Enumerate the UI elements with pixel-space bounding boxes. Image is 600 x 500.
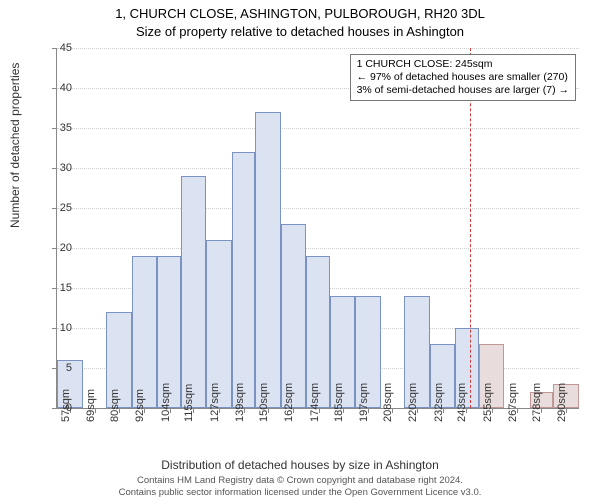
ytick-mark: [52, 288, 57, 289]
ytick-mark: [52, 408, 57, 409]
ytick-mark: [52, 208, 57, 209]
ytick-mark: [52, 88, 57, 89]
histogram-bar: [281, 224, 307, 408]
ytick-mark: [52, 48, 57, 49]
histogram-bar: [255, 112, 281, 408]
ytick-label: 10: [60, 322, 72, 334]
chart-subtitle: Size of property relative to detached ho…: [0, 23, 600, 39]
chart-title: 1, CHURCH CLOSE, ASHINGTON, PULBOROUGH, …: [0, 0, 600, 23]
ytick-mark: [52, 168, 57, 169]
ytick-label: 15: [60, 282, 72, 294]
footer-line2: Contains public sector information licen…: [0, 487, 600, 498]
ytick-label: 40: [60, 82, 72, 94]
gridline: [57, 168, 579, 169]
footer-line1: Contains HM Land Registry data © Crown c…: [0, 475, 600, 486]
gridline: [57, 208, 579, 209]
ytick-label: 5: [66, 362, 72, 374]
ytick-mark: [52, 128, 57, 129]
annotation-box: 1 CHURCH CLOSE: 245sqm← 97% of detached …: [350, 54, 576, 101]
histogram-bar: [181, 176, 207, 408]
y-axis-label: Number of detached properties: [8, 63, 22, 228]
annotation-line: 3% of semi-detached houses are larger (7…: [357, 84, 569, 97]
gridline: [57, 248, 579, 249]
ytick-mark: [52, 328, 57, 329]
ytick-label: 25: [60, 202, 72, 214]
ytick-label: 45: [60, 42, 72, 54]
ytick-label: 30: [60, 162, 72, 174]
annotation-line: 1 CHURCH CLOSE: 245sqm: [357, 58, 569, 71]
footer-attribution: Contains HM Land Registry data © Crown c…: [0, 475, 600, 498]
histogram-bar: [132, 256, 158, 408]
ytick-mark: [52, 248, 57, 249]
ytick-label: 35: [60, 122, 72, 134]
annotation-line: ← 97% of detached houses are smaller (27…: [357, 71, 569, 84]
gridline: [57, 128, 579, 129]
marker-line: [470, 48, 471, 408]
gridline: [57, 48, 579, 49]
x-axis-label: Distribution of detached houses by size …: [0, 458, 600, 472]
plot-area: [56, 48, 579, 409]
histogram-bar: [232, 152, 255, 408]
chart-area: [56, 48, 578, 408]
ytick-label: 20: [60, 242, 72, 254]
